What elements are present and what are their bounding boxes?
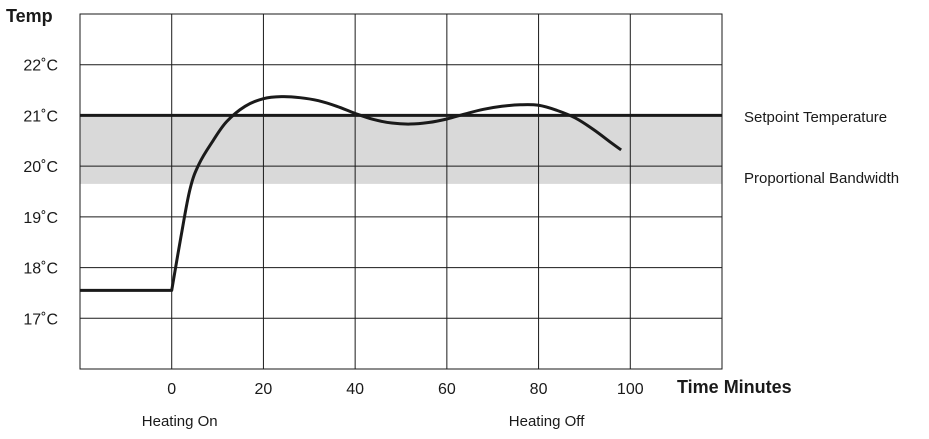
band-label: Proportional Bandwidth (744, 170, 899, 187)
proportional-band (80, 115, 722, 184)
heating-annotation: Heating On (142, 413, 218, 430)
setpoint-label: Setpoint Temperature (744, 109, 887, 126)
plot-frame (79, 13, 723, 370)
y-axis-title: Temp (6, 6, 53, 26)
x-tick-label: 100 (617, 381, 644, 398)
y-tick-label: 22˚C (23, 58, 58, 75)
x-axis-title: Time Minutes (677, 377, 792, 397)
x-tick-label: 80 (530, 381, 548, 398)
x-tick-labels: 0 20 40 60 80 100 (167, 381, 643, 398)
y-tick-label: 17˚C (23, 311, 58, 328)
temperature-series-line (80, 95, 622, 292)
x-tick-label: 40 (346, 381, 364, 398)
y-tick-label: 19˚C (23, 210, 58, 227)
x-tick-label: 60 (438, 381, 456, 398)
x-tick-label: 20 (255, 381, 273, 398)
grid (80, 14, 722, 369)
y-tick-label: 18˚C (23, 261, 58, 278)
y-tick-label: 21˚C (23, 108, 58, 125)
x-tick-label: 0 (167, 381, 176, 398)
y-tick-labels: 22˚C 21˚C 20˚C 19˚C 18˚C 17˚C (23, 58, 58, 329)
annotations: Heating On Heating Off (142, 413, 585, 430)
heating-annotation: Heating Off (509, 413, 585, 430)
y-tick-label: 20˚C (23, 159, 58, 176)
